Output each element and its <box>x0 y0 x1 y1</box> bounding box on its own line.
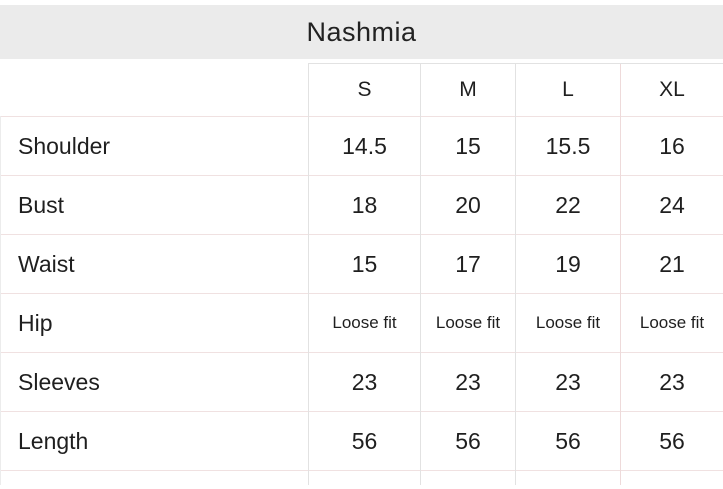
row-label: Length <box>0 411 309 471</box>
row-label: Waist <box>0 234 309 294</box>
size-header-l: L <box>515 63 621 117</box>
cell-clipped <box>515 470 621 485</box>
cell-value: 24 <box>620 175 723 235</box>
size-header-m: M <box>420 63 516 117</box>
cell-value: 21 <box>620 234 723 294</box>
cell-value: 19 <box>515 234 621 294</box>
cell-value: 15 <box>308 234 421 294</box>
table-row-hip: Hip Loose fit Loose fit Loose fit Loose … <box>0 293 723 353</box>
row-label: Hip <box>0 293 309 353</box>
cell-value: 56 <box>620 411 723 471</box>
size-header-xl: XL <box>620 63 723 117</box>
table-row-clipped <box>0 470 723 485</box>
header-blank-cell <box>0 63 309 117</box>
cell-value: 18 <box>308 175 421 235</box>
table-row-waist: Waist 15 17 19 21 <box>0 234 723 294</box>
table-row-bust: Bust 18 20 22 24 <box>0 175 723 235</box>
table-row-shoulder: Shoulder 14.5 15 15.5 16 <box>0 116 723 176</box>
cell-value: 20 <box>420 175 516 235</box>
cell-value: 56 <box>308 411 421 471</box>
brand-title: Nashmia <box>306 16 417 47</box>
cell-value: 22 <box>515 175 621 235</box>
cell-clipped <box>420 470 516 485</box>
cell-value: 16 <box>620 116 723 176</box>
cell-value: 56 <box>515 411 621 471</box>
cell-clipped <box>308 470 421 485</box>
row-label: Bust <box>0 175 309 235</box>
table-row-length: Length 56 56 56 56 <box>0 411 723 471</box>
cell-value: 15.5 <box>515 116 621 176</box>
cell-value: 14.5 <box>308 116 421 176</box>
cell-value: Loose fit <box>620 293 723 353</box>
size-chart-table: S M L XL Shoulder 14.5 15 15.5 16 Bust 1… <box>0 63 723 485</box>
cell-value: 15 <box>420 116 516 176</box>
row-label: Shoulder <box>0 116 309 176</box>
cell-value: Loose fit <box>420 293 516 353</box>
table-row-sleeves: Sleeves 23 23 23 23 <box>0 352 723 412</box>
cell-value: 23 <box>420 352 516 412</box>
brand-header: Nashmia <box>0 5 723 59</box>
cell-value: 23 <box>620 352 723 412</box>
cell-clipped <box>620 470 723 485</box>
row-label-clipped <box>0 470 309 485</box>
size-header-s: S <box>308 63 421 117</box>
cell-value: Loose fit <box>515 293 621 353</box>
cell-value: 23 <box>515 352 621 412</box>
cell-value: 56 <box>420 411 516 471</box>
cell-value: 17 <box>420 234 516 294</box>
cell-value: 23 <box>308 352 421 412</box>
row-label: Sleeves <box>0 352 309 412</box>
size-header-row: S M L XL <box>0 63 723 117</box>
cell-value: Loose fit <box>308 293 421 353</box>
